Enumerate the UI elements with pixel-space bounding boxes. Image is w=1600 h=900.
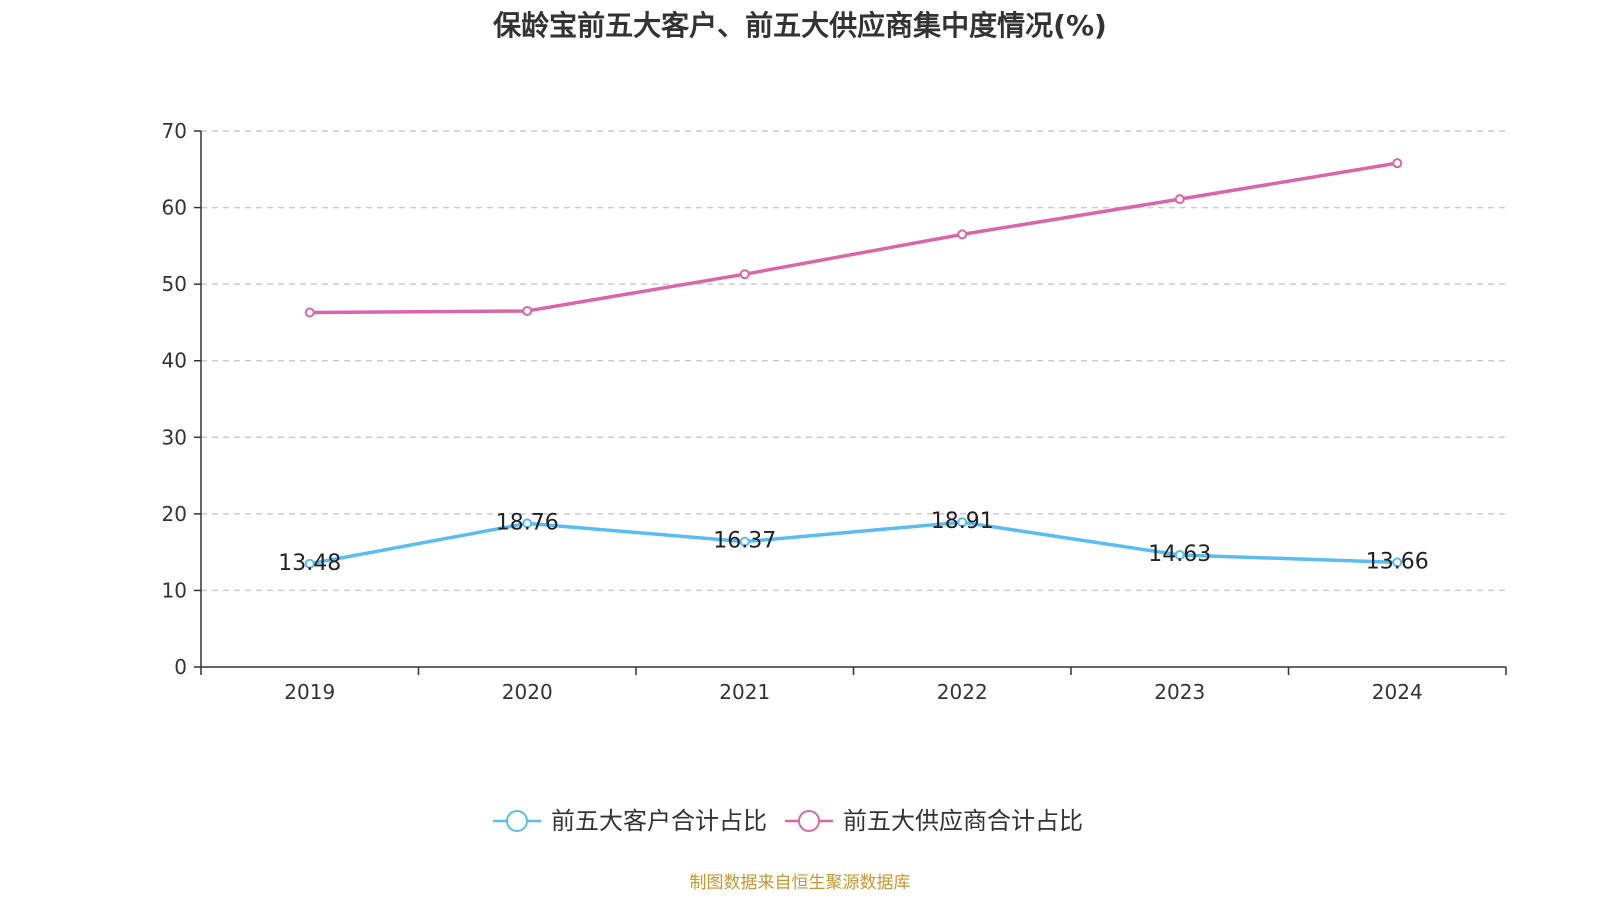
- series-lines: [304, 158, 1403, 569]
- data-label: 18.76: [496, 510, 559, 535]
- source-note: 制图数据来自恒生聚源数据库: [689, 873, 911, 893]
- x-tick-label: 2021: [719, 680, 770, 704]
- axes: 0 10 20 30 40 50 60 70 2019 2020 2021 2022 2023 2024: [162, 119, 1507, 704]
- series-line: [309, 161, 1398, 315]
- data-point: [739, 536, 750, 547]
- legend-label: 前五大客户合计占比: [551, 807, 767, 835]
- data-label: 13.66: [1366, 549, 1429, 574]
- x-tick-label: 2020: [502, 680, 553, 704]
- x-tick-label: 2022: [937, 680, 988, 704]
- data-point: [304, 307, 315, 318]
- y-tick-label: 70: [162, 119, 187, 143]
- y-tick-label: 60: [162, 196, 187, 220]
- data-label: 18.91: [931, 509, 994, 534]
- y-tick-label: 40: [162, 349, 187, 373]
- data-point: [957, 517, 968, 528]
- data-label: 16.37: [713, 529, 776, 554]
- series-line: [309, 520, 1398, 566]
- legend-item[interactable]: 前五大供应商合计占比: [785, 807, 1083, 835]
- x-tick-label: 2024: [1372, 680, 1423, 704]
- legend-circle-icon: [506, 810, 528, 832]
- data-point: [1392, 557, 1403, 568]
- y-tick-label: 20: [162, 502, 187, 526]
- grid-lines: [201, 130, 1506, 592]
- legend-item[interactable]: 前五大客户合计占比: [493, 807, 767, 835]
- data-point: [1174, 549, 1185, 560]
- legend[interactable]: 前五大客户合计占比 前五大供应商合计占比: [493, 807, 1083, 835]
- data-labels: 13.48 18.76 16.37 18.91 14.63 13.66: [278, 509, 1428, 576]
- data-point: [522, 305, 533, 316]
- x-tick-label: 2023: [1154, 680, 1205, 704]
- data-point: [304, 558, 315, 569]
- x-tick-label: 2019: [284, 680, 335, 704]
- data-point: [1392, 158, 1403, 169]
- data-label: 14.63: [1148, 542, 1211, 567]
- y-tick-label: 10: [162, 578, 187, 602]
- data-point: [739, 269, 750, 280]
- data-label: 13.48: [278, 551, 341, 576]
- y-tick-label: 30: [162, 425, 187, 449]
- y-tick-label: 0: [174, 655, 187, 679]
- data-point: [957, 229, 968, 240]
- y-tick-label: 50: [162, 272, 187, 296]
- chart-title: 保龄宝前五大客户、前五大供应商集中度情况(%): [493, 9, 1107, 42]
- legend-circle-icon: [798, 810, 820, 832]
- data-point: [1174, 194, 1185, 205]
- legend-label: 前五大供应商合计占比: [843, 807, 1083, 835]
- data-point: [522, 518, 533, 529]
